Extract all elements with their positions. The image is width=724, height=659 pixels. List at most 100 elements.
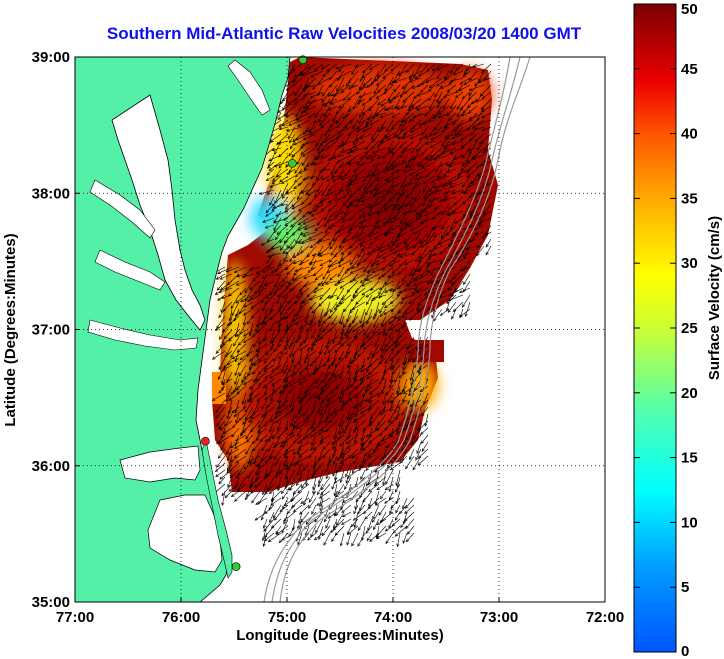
velocity-vector-head <box>391 242 396 246</box>
velocity-vector-head <box>456 113 460 118</box>
velocity-vector <box>379 133 387 144</box>
velocity-vector-head <box>365 146 369 151</box>
velocity-vector-head <box>470 180 475 184</box>
velocity-vector-head <box>331 373 335 377</box>
velocity-vector <box>377 385 387 397</box>
velocity-vector-head <box>241 275 246 279</box>
velocity-vector-head <box>372 116 376 120</box>
velocity-vector <box>289 427 296 436</box>
velocity-vector-head <box>400 447 405 451</box>
velocity-vector <box>350 147 366 153</box>
velocity-vector-head <box>293 101 297 105</box>
velocity-vector <box>375 469 380 485</box>
velocity-vector <box>372 266 387 273</box>
velocity-vector <box>319 259 331 266</box>
velocity-vector-head <box>381 169 386 173</box>
velocity-vector <box>344 203 352 216</box>
velocity-vector-head <box>463 81 468 85</box>
velocity-vector-head <box>332 461 336 466</box>
velocity-vector-head <box>273 227 277 231</box>
velocity-vector-head <box>338 301 343 305</box>
velocity-vector-head <box>346 475 351 479</box>
velocity-vector-head <box>277 405 281 410</box>
x-tick-label: 73:00 <box>480 609 518 626</box>
velocity-vector-head <box>365 277 370 281</box>
velocity-vector <box>318 245 324 255</box>
velocity-vector <box>323 357 331 367</box>
velocity-vector <box>380 315 387 327</box>
velocity-vector-head <box>314 277 319 281</box>
velocity-vector <box>273 217 282 231</box>
velocity-vector-head <box>360 410 364 414</box>
velocity-vector-head <box>336 124 340 129</box>
velocity-vector <box>403 140 415 151</box>
velocity-vector <box>348 371 352 381</box>
velocity-vector <box>407 105 422 111</box>
velocity-vector-head <box>395 500 399 505</box>
velocity-vector <box>413 63 422 78</box>
velocity-vector <box>401 308 415 318</box>
velocity-vector-head <box>299 232 304 236</box>
velocity-vector <box>365 392 380 402</box>
velocity-vector-head <box>311 475 315 479</box>
velocity-vector <box>414 175 429 180</box>
velocity-vector <box>404 231 415 245</box>
velocity-vector-head <box>283 217 287 221</box>
velocity-vector <box>375 525 387 538</box>
velocity-vector <box>218 364 226 380</box>
velocity-vector <box>309 315 317 326</box>
velocity-vector <box>332 462 338 477</box>
velocity-vector-head <box>413 95 417 99</box>
velocity-vector-head <box>454 220 459 224</box>
velocity-vector <box>330 98 345 105</box>
velocity-vector <box>255 497 268 505</box>
velocity-vector-head <box>298 371 303 375</box>
velocity-vector-head <box>286 171 291 175</box>
velocity-vector <box>256 455 268 467</box>
velocity-vector-head <box>317 431 322 435</box>
velocity-vector-head <box>311 511 315 515</box>
velocity-vector-head <box>400 150 405 154</box>
velocity-vector-head <box>280 351 284 355</box>
velocity-vector <box>352 133 359 145</box>
velocity-vector-head <box>214 291 219 296</box>
velocity-vector <box>283 231 296 244</box>
velocity-vector-head <box>451 293 455 298</box>
velocity-vector <box>223 364 233 371</box>
velocity-vector-head <box>300 500 304 504</box>
velocity-vector-head <box>456 132 461 136</box>
velocity-vector-head <box>297 489 301 494</box>
velocity-vector <box>329 119 338 128</box>
velocity-vector-head <box>285 114 290 118</box>
velocity-vector <box>448 280 457 291</box>
velocity-vector-head <box>219 336 223 340</box>
velocity-vector <box>339 434 352 447</box>
velocity-vector-head <box>428 118 432 122</box>
velocity-vector-head <box>349 383 354 388</box>
velocity-vector-head <box>397 136 402 140</box>
velocity-vector <box>362 441 373 451</box>
velocity-vector <box>349 217 359 231</box>
velocity-vector-head <box>419 346 423 350</box>
velocity-vector <box>462 154 471 167</box>
velocity-vector <box>249 378 261 390</box>
velocity-vector-head <box>288 122 292 126</box>
velocity-vector-head <box>383 207 388 211</box>
velocity-vector-head <box>312 272 317 277</box>
velocity-vector-head <box>327 264 331 268</box>
velocity-vector <box>270 385 275 402</box>
velocity-vector <box>337 483 345 494</box>
velocity-vector-head <box>380 194 385 198</box>
velocity-vector-head <box>360 381 364 386</box>
velocity-vector <box>468 84 478 96</box>
velocity-vector <box>273 210 282 223</box>
velocity-vector-head <box>295 339 299 344</box>
velocity-vector <box>297 532 303 545</box>
velocity-vector-head <box>302 93 307 97</box>
velocity-vector-head <box>279 247 284 251</box>
velocity-vector <box>267 259 275 268</box>
velocity-vector <box>318 525 324 540</box>
colorbar-tick-label: 50 <box>681 1 698 18</box>
velocity-vector <box>314 224 324 231</box>
velocity-vector <box>344 476 352 490</box>
